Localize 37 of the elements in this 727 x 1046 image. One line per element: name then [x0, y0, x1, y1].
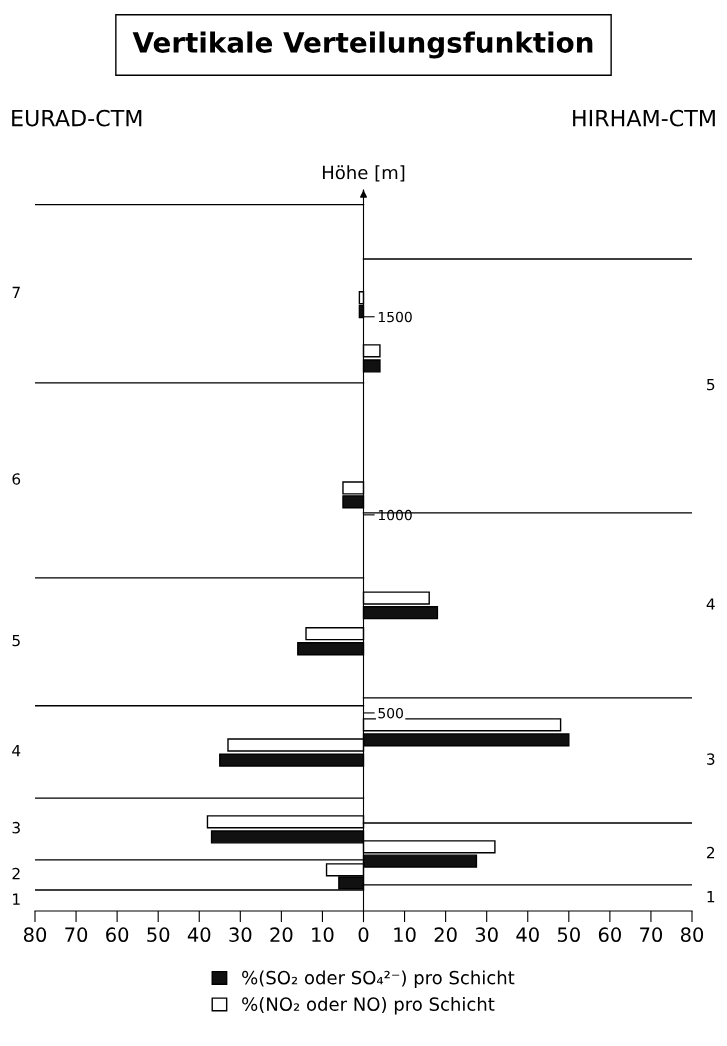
x-tick-label: 60 — [106, 927, 129, 943]
chart-title: Vertikale Verteilungsfunktion — [132, 31, 593, 59]
text: EURAD-CTM — [12, 109, 142, 127]
x-tick-label: 40 — [516, 927, 539, 943]
x-tick-label: 30 — [229, 927, 252, 943]
x-tick-label: 20 — [434, 927, 457, 943]
x-tick-label: 50 — [147, 927, 170, 943]
text: 7 — [12, 286, 20, 299]
text: 5 — [707, 378, 715, 391]
text: 3 — [707, 753, 715, 765]
text: HIRHAM-CTM — [573, 109, 715, 127]
x-tick-label: 60 — [598, 927, 621, 943]
x-tick-label: 30 — [475, 927, 498, 943]
x-tick-label: 70 — [65, 927, 88, 943]
text: 1 — [707, 891, 715, 903]
y-tick-label: 1500 — [378, 311, 412, 323]
legend-label: %(NO₂ oder NO) pro Schicht — [242, 997, 495, 1015]
text: 4 — [706, 598, 715, 610]
x-tick-label: 0 — [358, 927, 369, 943]
x-tick-label: 20 — [270, 927, 293, 943]
x-tick-label: 10 — [312, 927, 334, 943]
x-tick-label: 10 — [394, 927, 416, 943]
x-tick-label: 50 — [557, 927, 580, 943]
text: 4 — [12, 745, 21, 757]
x-tick-label: 70 — [640, 927, 663, 943]
text: 3 — [12, 821, 20, 834]
y-tick-label: 500 — [378, 707, 403, 719]
text: 2 — [12, 867, 20, 880]
x-tick-label: 80 — [680, 927, 704, 943]
y-axis-title: Höhe [m] — [322, 165, 405, 182]
text: 2 — [707, 846, 715, 859]
text: 6 — [12, 473, 21, 485]
legend-label: %(SO₂ oder SO₄²⁻) pro Schicht — [242, 970, 515, 988]
text: 1 — [13, 893, 20, 905]
x-tick-label: 40 — [187, 927, 211, 943]
text: 5 — [12, 634, 20, 647]
x-tick-label: 80 — [23, 927, 47, 943]
